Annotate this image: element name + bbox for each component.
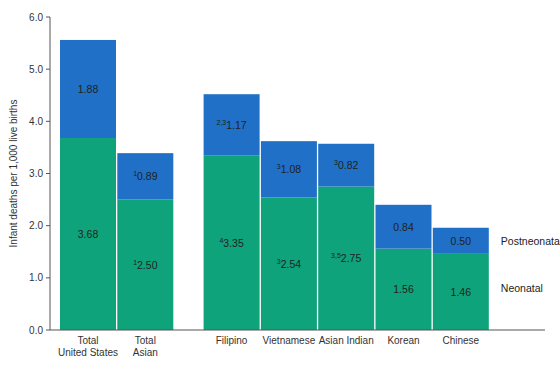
y-tick — [46, 173, 50, 174]
y-tick — [46, 69, 50, 70]
x-tick-label-line: Total — [77, 335, 98, 346]
y-tick — [46, 121, 50, 122]
bar-segment — [117, 200, 173, 330]
x-tick-label-line: Filipino — [216, 335, 248, 346]
data-label: 32.54 — [277, 258, 302, 270]
bar-segment — [376, 249, 432, 330]
x-tick-label: Vietnamese — [263, 335, 316, 346]
data-label-value: 3.35 — [223, 237, 244, 249]
chart: Infant deaths per 1,000 live births 0.0 1.… — [0, 0, 560, 373]
data-label: 12.50 — [133, 259, 158, 271]
bar-segment — [318, 144, 374, 187]
bar-segment — [318, 187, 374, 330]
bar-segment — [204, 94, 260, 155]
y-tick — [46, 225, 50, 226]
y-tick — [46, 17, 50, 18]
x-tick-label: TotalUnited States — [58, 335, 118, 358]
bar-segment — [261, 141, 317, 197]
data-label-value: 2.75 — [341, 252, 362, 264]
x-tick-label-line: Asian Indian — [319, 335, 374, 346]
data-label: 0.84 — [393, 221, 414, 233]
bar-segment — [261, 197, 317, 330]
y-tick-label: 4.0 — [29, 116, 43, 127]
y-tick — [46, 277, 50, 278]
x-tick-label: Filipino — [216, 335, 248, 346]
data-label: 10.89 — [133, 170, 158, 182]
data-label: 1.88 — [78, 83, 99, 95]
x-tick-label: Chinese — [442, 335, 479, 346]
data-label: 1.46 — [451, 286, 472, 298]
data-label: 1.56 — [393, 283, 414, 295]
data-label-value: 2.54 — [281, 258, 302, 270]
y-tick — [46, 330, 50, 331]
bar-segment — [433, 254, 489, 330]
bar-segment — [117, 153, 173, 199]
data-labels: 3.68 1.88 12.50 10.89 43.35 2,31.17 32.54 31.08… — [78, 83, 471, 298]
data-label: 0.50 — [451, 235, 472, 247]
data-label: 30.82 — [334, 159, 359, 171]
y-tick-label: 6.0 — [29, 12, 43, 23]
data-label: 31.08 — [277, 163, 302, 175]
y-tick-label: 0.0 — [29, 325, 43, 336]
y-axis — [50, 17, 51, 330]
footnote-marker: 3,5 — [331, 252, 341, 259]
bar-segment — [376, 205, 432, 249]
y-tick-label: 5.0 — [29, 64, 43, 75]
data-label: 3,52.75 — [331, 252, 361, 264]
bar-segment — [433, 228, 489, 254]
x-tick-label: TotalAsian — [133, 335, 158, 358]
x-tick-label-line: Korean — [387, 335, 419, 346]
x-axis — [50, 330, 545, 331]
bars — [60, 40, 489, 330]
x-tick-label-line: Vietnamese — [263, 335, 316, 346]
y-tick-label: 2.0 — [29, 220, 43, 231]
data-label-value: 0.82 — [338, 159, 359, 171]
footnote-marker: 2,3 — [217, 119, 227, 126]
legend-entry: Postneonatal — [501, 235, 560, 247]
x-tick-label-line: Chinese — [442, 335, 479, 346]
y-tick-label: 3.0 — [29, 168, 43, 179]
x-tick-label: Korean — [387, 335, 419, 346]
bar-segment — [204, 155, 260, 330]
data-label-value: 1.17 — [226, 119, 247, 131]
data-label: 3.68 — [78, 228, 99, 240]
data-label: 43.35 — [219, 237, 244, 249]
y-axis-label: Infant deaths per 1,000 live births — [8, 100, 19, 248]
data-label-value: 0.89 — [137, 170, 158, 182]
x-tick-label-line: Total — [135, 335, 156, 346]
x-tick-label: Asian Indian — [319, 335, 374, 346]
data-label: 2,31.17 — [217, 119, 247, 131]
y-tick-label: 1.0 — [29, 272, 43, 283]
data-label-value: 2.50 — [137, 259, 158, 271]
x-tick-label-line: Asian — [133, 347, 158, 358]
legend-entry: Neonatal — [501, 282, 543, 294]
bar-segment — [60, 138, 116, 330]
data-label-value: 1.08 — [281, 163, 302, 175]
x-tick-label-line: United States — [58, 347, 118, 358]
bar-segment — [60, 40, 116, 138]
